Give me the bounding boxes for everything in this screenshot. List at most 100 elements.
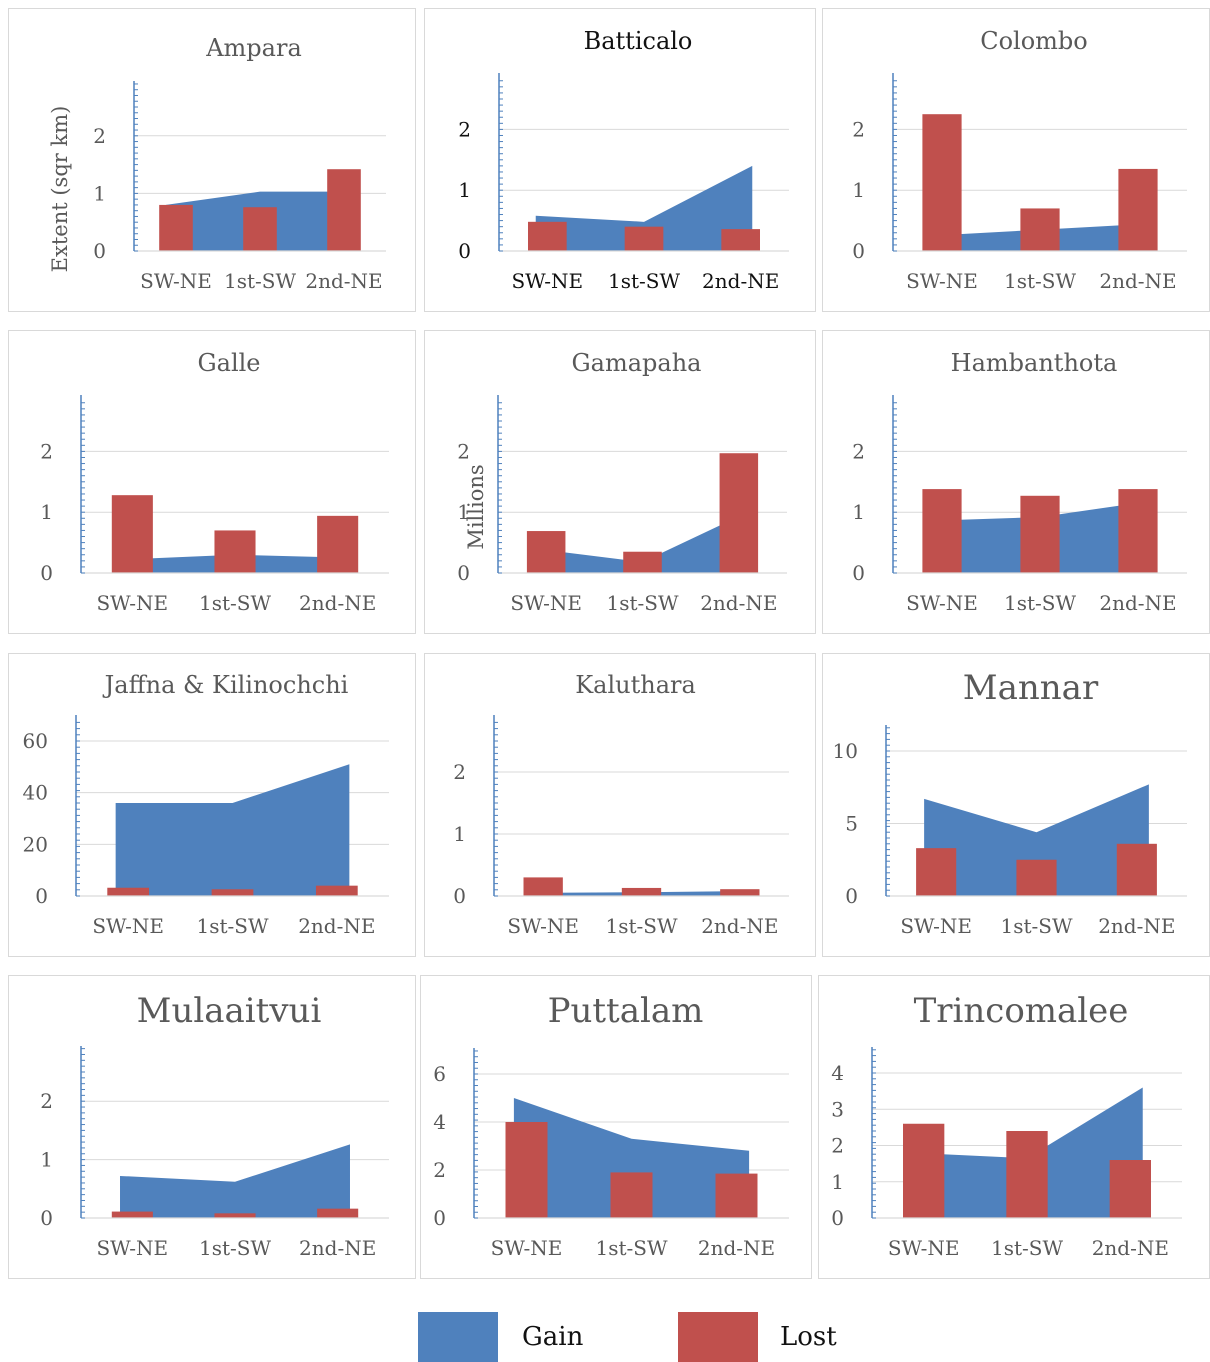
y-tick-label: 1 xyxy=(852,500,865,524)
chart-svg: 0 1 2 SW-NE 1st-SW 2nd-NE Batticalo xyxy=(458,27,789,293)
y-axis-label: Millions xyxy=(464,464,488,549)
lost-bar xyxy=(528,221,567,251)
y-axis-label: Extent (sqr km) xyxy=(48,106,72,273)
chart-panel-hambanthota: 0 1 2 SW-NE 1st-SW 2nd-NE Hambanthota xyxy=(822,330,1210,634)
chart-svg: 0 5 10 SW-NE 1st-SW 2nd-NE Mannar xyxy=(833,668,1187,938)
lost-bar xyxy=(111,495,153,573)
y-tick-label: 2 xyxy=(40,1089,53,1113)
lost-bar xyxy=(1020,208,1060,251)
lost-bar xyxy=(1118,168,1158,251)
y-tick-label: 2 xyxy=(458,117,471,141)
y-tick-label: 2 xyxy=(852,117,865,141)
x-category-label: 1st-SW xyxy=(199,591,271,615)
x-category-label: SW-NE xyxy=(140,269,212,293)
chart-title: Kaluthara xyxy=(575,671,696,699)
y-tick-label: 0 xyxy=(453,884,466,908)
x-category-label: 2nd-NE xyxy=(1099,591,1176,615)
x-category-label: SW-NE xyxy=(491,1236,563,1260)
chart-title: Galle xyxy=(197,349,260,377)
gain-area xyxy=(115,764,350,896)
x-category-label: 2nd-NE xyxy=(698,1236,775,1260)
x-category-label: 1st-SW xyxy=(605,914,677,938)
lost-bar xyxy=(214,1213,256,1218)
y-tick-label: 5 xyxy=(845,812,858,836)
chart-title: Hambanthota xyxy=(951,349,1118,377)
lost-bar xyxy=(317,1208,359,1218)
lost-bar xyxy=(1020,495,1060,573)
x-category-label: SW-NE xyxy=(888,1236,960,1260)
lost-bar xyxy=(1016,859,1057,896)
chart-title: Gamapaha xyxy=(572,349,702,377)
gain-area xyxy=(911,1087,1143,1218)
chart-title: Mulaaitvui xyxy=(137,991,322,1031)
y-tick-label: 0 xyxy=(40,1206,53,1230)
lost-bar xyxy=(107,887,150,896)
lost-bar xyxy=(1118,489,1158,573)
chart-title: Trincomalee xyxy=(914,991,1129,1031)
x-category-label: SW-NE xyxy=(510,591,582,615)
legend-lost-label: Lost xyxy=(780,1322,837,1352)
legend-lost-swatch xyxy=(678,1312,758,1362)
chart-svg: 0 1 2 SW-NE 1st-SW 2nd-NE Galle xyxy=(40,349,389,615)
lost-bar xyxy=(317,515,359,573)
y-tick-label: 1 xyxy=(40,500,53,524)
chart-svg: 0 1 2 3 4 SW-NE 1st-SW 2nd-NE Trincomalee xyxy=(831,991,1182,1260)
lost-bar xyxy=(159,204,193,251)
y-tick-label: 0 xyxy=(458,239,471,263)
lost-bar xyxy=(719,453,759,573)
gain-area xyxy=(120,1144,350,1218)
y-tick-label: 2 xyxy=(457,439,470,463)
y-tick-label: 1 xyxy=(93,181,106,205)
lost-bar xyxy=(1116,843,1157,896)
x-category-label: 1st-SW xyxy=(606,591,678,615)
x-category-label: SW-NE xyxy=(96,591,168,615)
chart-panel-batticalo: 0 1 2 SW-NE 1st-SW 2nd-NE Batticalo xyxy=(424,8,816,312)
gain-area xyxy=(534,510,751,573)
chart-title: Batticalo xyxy=(584,27,693,55)
y-tick-label: 1 xyxy=(831,1170,844,1194)
chart-svg: 0 2 4 6 SW-NE 1st-SW 2nd-NE Puttalam xyxy=(433,991,789,1260)
lost-bar xyxy=(903,1123,945,1218)
lost-bar xyxy=(621,887,662,896)
x-category-label: 1st-SW xyxy=(196,914,268,938)
y-tick-label: 4 xyxy=(831,1061,844,1085)
lost-bar xyxy=(721,229,760,251)
y-tick-label: 1 xyxy=(40,1148,53,1172)
x-category-label: 2nd-NE xyxy=(299,591,376,615)
legend-gain-swatch xyxy=(418,1312,498,1362)
x-category-label: 2nd-NE xyxy=(1099,269,1176,293)
chart-panel-colombo: 0 1 2 SW-NE 1st-SW 2nd-NE Colombo xyxy=(822,8,1210,312)
lost-bar xyxy=(916,848,957,896)
x-category-label: 1st-SW xyxy=(991,1236,1063,1260)
chart-svg: 0 1 2 SW-NE 1st-SW 2nd-NE Gamapaha Millions xyxy=(457,349,787,615)
x-category-label: SW-NE xyxy=(900,914,972,938)
y-tick-label: 10 xyxy=(833,739,858,763)
x-category-label: SW-NE xyxy=(96,1236,168,1260)
y-tick-label: 0 xyxy=(40,561,53,585)
y-tick-label: 60 xyxy=(23,729,48,753)
x-category-label: SW-NE xyxy=(511,269,583,293)
chart-panel-trincomalee: 0 1 2 3 4 SW-NE 1st-SW 2nd-NE Trincomalee xyxy=(818,975,1210,1279)
chart-panel-mulaaitvui: 0 1 2 SW-NE 1st-SW 2nd-NE Mulaaitvui xyxy=(8,975,416,1279)
x-category-label: SW-NE xyxy=(92,914,164,938)
lost-bar xyxy=(720,889,760,896)
chart-panel-gamapaha: 0 1 2 SW-NE 1st-SW 2nd-NE Gamapaha Millions xyxy=(424,330,816,634)
y-tick-label: 4 xyxy=(433,1110,446,1134)
legend: Gain Lost xyxy=(0,1310,1210,1362)
y-tick-label: 2 xyxy=(453,760,466,784)
chart-title: Puttalam xyxy=(548,991,704,1031)
chart-panel-jaffna-kilinochchi: 0 20 40 60 SW-NE 1st-SW 2nd-NE Jaffna & Kilinoc… xyxy=(8,653,416,957)
x-category-label: 2nd-NE xyxy=(298,914,375,938)
lost-bar xyxy=(922,489,962,573)
chart-title: Mannar xyxy=(963,668,1099,708)
y-tick-label: 1 xyxy=(453,822,466,846)
y-tick-label: 1 xyxy=(852,178,865,202)
chart-panel-ampara: 0 1 2 SW-NE 1st-SW 2nd-NE Ampara Extent (sqr km… xyxy=(8,8,416,312)
x-category-label: 1st-SW xyxy=(224,269,296,293)
lost-bar xyxy=(715,1173,758,1218)
x-category-label: SW-NE xyxy=(906,269,978,293)
x-category-label: 1st-SW xyxy=(608,269,680,293)
y-tick-label: 2 xyxy=(433,1158,446,1182)
y-tick-label: 3 xyxy=(831,1097,844,1121)
x-category-label: 1st-SW xyxy=(1004,591,1076,615)
